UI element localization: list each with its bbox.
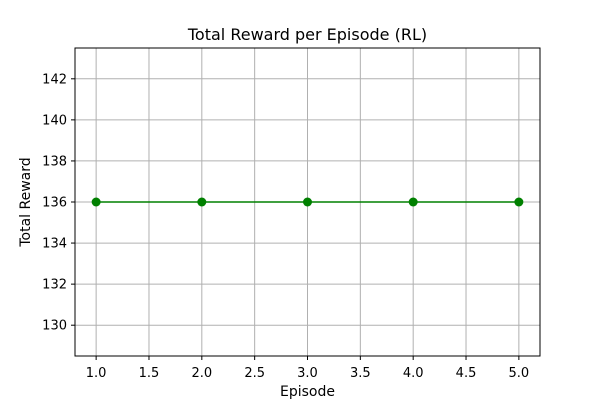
data-point [197, 197, 207, 207]
x-tick-label: 2.0 [191, 366, 212, 381]
data-point [91, 197, 101, 207]
x-tick-label: 4.0 [403, 366, 424, 381]
y-tick-label: 132 [42, 278, 67, 293]
x-axis-label: Episode [280, 384, 335, 400]
y-axis-label: Total Reward [18, 157, 34, 247]
x-axis-ticks: 1.0 1.5 2.0 2.5 3.0 3.5 4.0 4.5 5.0 [86, 356, 529, 381]
x-tick-label: 5.0 [509, 366, 530, 381]
x-tick-label: 4.5 [456, 366, 477, 381]
data-point [408, 197, 418, 207]
data-point [303, 197, 312, 207]
y-tick-label: 136 [42, 196, 67, 211]
x-tick-label: 2.5 [244, 366, 265, 381]
series-points [91, 197, 524, 207]
x-tick-label: 1.0 [86, 366, 107, 381]
y-axis-ticks: 130 132 134 136 138 140 142 [42, 72, 75, 334]
data-point [514, 197, 524, 207]
y-tick-label: 138 [42, 154, 67, 169]
x-tick-label: 3.0 [297, 366, 318, 381]
y-tick-label: 130 [42, 319, 67, 334]
y-tick-label: 142 [42, 72, 67, 87]
x-tick-label: 3.5 [350, 366, 371, 381]
chart-title: Total Reward per Episode (RL) [187, 25, 427, 44]
y-tick-label: 140 [42, 113, 67, 128]
y-tick-label: 134 [42, 237, 67, 252]
plot-area-frame [74, 47, 541, 357]
x-tick-label: 1.5 [139, 366, 160, 381]
